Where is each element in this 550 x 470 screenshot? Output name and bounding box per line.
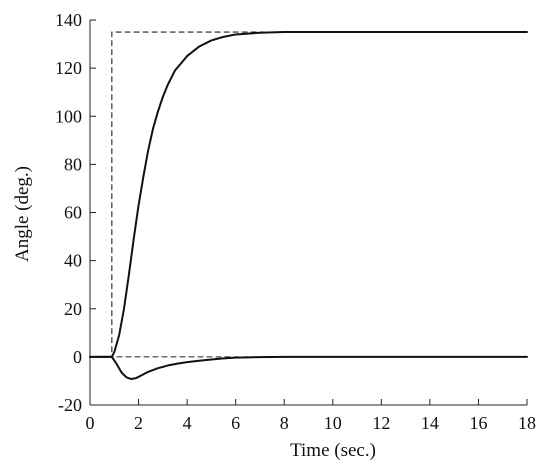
y-axis-title: Angle (deg.) xyxy=(12,166,33,262)
x-tick-label: 10 xyxy=(324,413,342,433)
y-tick-label: 80 xyxy=(64,154,82,174)
response-line-3 xyxy=(89,31,528,358)
y-tick-label: 120 xyxy=(55,58,82,78)
reference-line-1 xyxy=(89,31,528,358)
x-tick-label: 14 xyxy=(421,413,439,433)
x-tick-label: 12 xyxy=(372,413,390,433)
y-axis-ticks: -20 0 20 40 60 80 100 120 140 xyxy=(55,10,96,415)
plot-frame xyxy=(89,20,527,406)
y-tick-label: 100 xyxy=(55,106,82,126)
series-layer xyxy=(89,31,528,381)
x-axis-title: Time (sec.) xyxy=(290,440,376,461)
x-tick-label: 0 xyxy=(86,413,95,433)
x-tick-label: 18 xyxy=(518,413,536,433)
y-tick-label: 140 xyxy=(55,10,82,30)
x-tick-label: 6 xyxy=(231,413,240,433)
x-tick-label: 4 xyxy=(183,413,192,433)
y-tick-label: 40 xyxy=(64,251,82,271)
y-tick-label: 60 xyxy=(64,203,82,223)
y-tick-label: 20 xyxy=(64,299,82,319)
y-tick-label: -20 xyxy=(58,395,82,415)
y-tick-label: 0 xyxy=(73,347,82,367)
x-tick-label: 16 xyxy=(469,413,487,433)
x-tick-label: 8 xyxy=(280,413,289,433)
response-line-4 xyxy=(89,355,528,381)
x-axis-ticks: 0 2 4 6 8 10 12 14 16 18 xyxy=(86,399,536,433)
x-tick-label: 2 xyxy=(134,413,143,433)
